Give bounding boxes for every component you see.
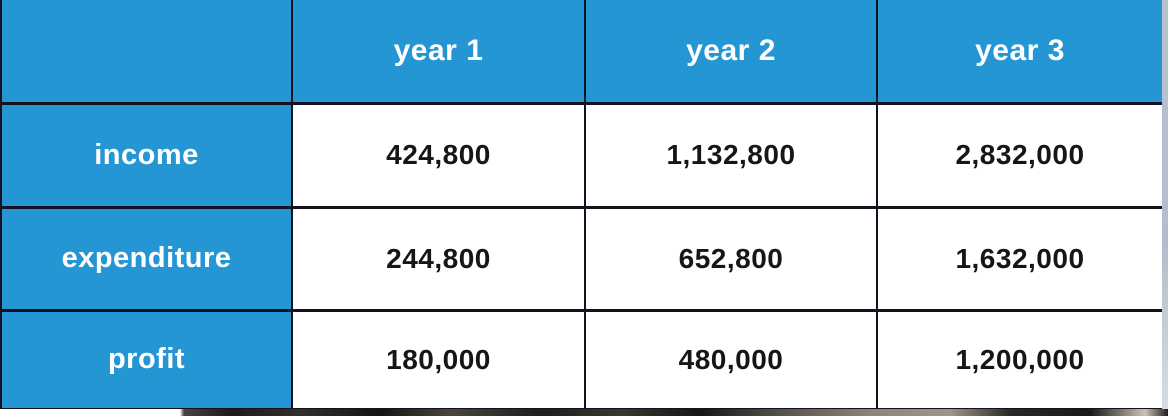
cell-income-year-3: 2,832,000 xyxy=(876,101,1164,209)
cell-profit-year-2: 480,000 xyxy=(584,308,878,411)
row-label-profit: profit xyxy=(0,308,293,411)
table-row-expenditure: expenditure 244,800 652,800 1,632,000 xyxy=(0,205,1164,312)
cell-expenditure-year-3: 1,632,000 xyxy=(876,205,1164,312)
table-row-income: income 424,800 1,132,800 2,832,000 xyxy=(0,101,1164,209)
cell-income-year-1: 424,800 xyxy=(291,101,586,209)
page-background-sliver xyxy=(1162,0,1168,409)
col-header-year-3: year 3 xyxy=(876,0,1164,105)
cell-profit-year-3: 1,200,000 xyxy=(876,308,1164,411)
row-label-income: income xyxy=(0,101,293,209)
header-row: year 1 year 2 year 3 xyxy=(0,0,1164,105)
table-row-profit: profit 180,000 480,000 1,200,000 xyxy=(0,308,1164,411)
cell-income-year-2: 1,132,800 xyxy=(584,101,878,209)
col-header-year-2: year 2 xyxy=(584,0,878,105)
photo-edge-strip xyxy=(0,409,1168,416)
cell-expenditure-year-2: 652,800 xyxy=(584,205,878,312)
cell-expenditure-year-1: 244,800 xyxy=(291,205,586,312)
corner-cell xyxy=(0,0,293,105)
row-label-expenditure: expenditure xyxy=(0,205,293,312)
cell-profit-year-1: 180,000 xyxy=(291,308,586,411)
col-header-year-1: year 1 xyxy=(291,0,586,105)
